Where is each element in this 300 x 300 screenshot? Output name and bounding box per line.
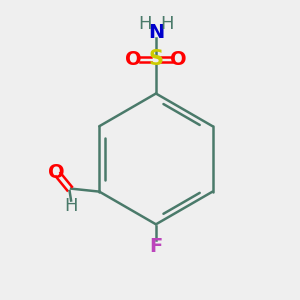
Text: O: O bbox=[170, 50, 187, 69]
Text: N: N bbox=[148, 23, 164, 42]
Text: H: H bbox=[64, 197, 78, 215]
Text: H: H bbox=[160, 15, 174, 33]
Text: F: F bbox=[149, 237, 163, 256]
Text: H: H bbox=[138, 15, 152, 33]
Text: O: O bbox=[48, 163, 64, 182]
Text: O: O bbox=[125, 50, 142, 69]
Text: S: S bbox=[148, 49, 164, 69]
